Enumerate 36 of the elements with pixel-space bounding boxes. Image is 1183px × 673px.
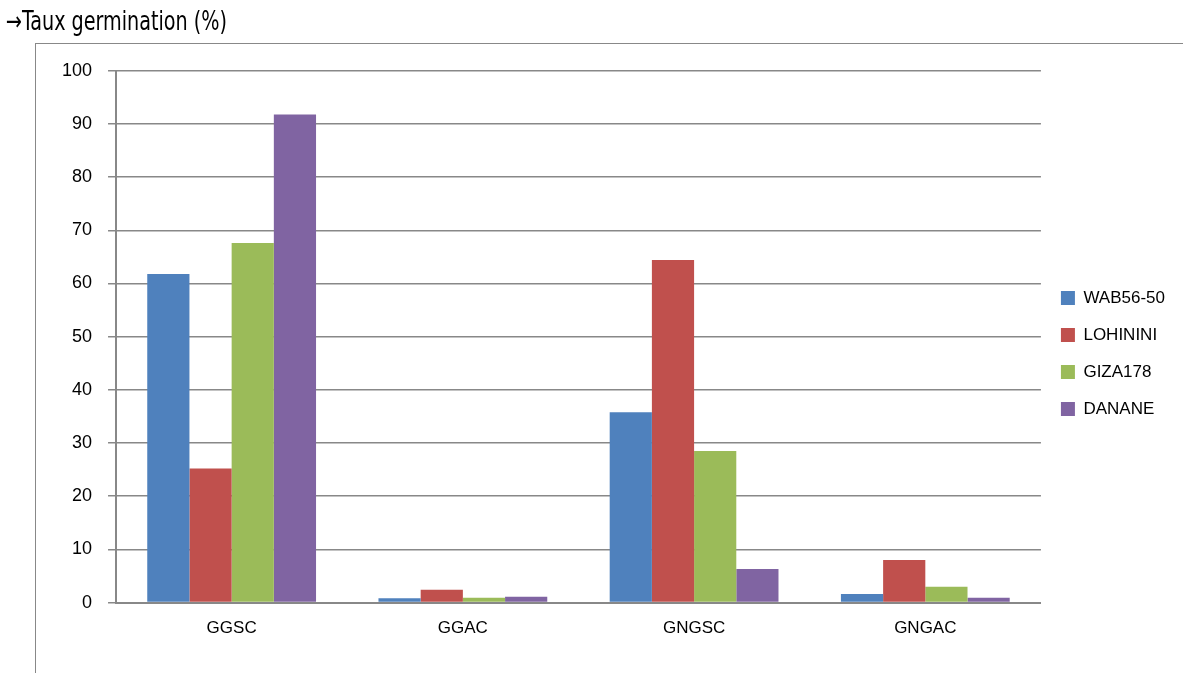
legend-label: DANANE [1083, 398, 1155, 418]
bar [189, 468, 232, 602]
y-tick-label: 60 [72, 272, 93, 293]
y-tick-label: 90 [72, 112, 93, 133]
legend-label: GIZA178 [1083, 361, 1152, 381]
bar [231, 243, 274, 602]
y-tick-label: 30 [72, 432, 93, 453]
bar [378, 598, 421, 602]
x-tick-label: GGSC [206, 618, 257, 638]
y-tick-label: 100 [61, 59, 93, 80]
legend-label: WAB56-50 [1083, 287, 1166, 307]
bar [609, 412, 652, 602]
bar [651, 260, 695, 602]
bar [736, 569, 779, 602]
bar [462, 597, 506, 602]
x-tick-label: GNGSC [662, 618, 726, 638]
y-tick-label: 10 [72, 538, 93, 559]
bar [967, 597, 1010, 602]
y-tick-label: 0 [82, 591, 93, 612]
bar [925, 586, 968, 602]
y-tick-label: 20 [72, 485, 93, 506]
bar [420, 589, 463, 602]
bar [505, 596, 548, 602]
x-tick-label: GGAC [437, 618, 488, 638]
y-axis-title: →Taux germination (%) [6, 6, 228, 36]
y-tick-label: 70 [72, 219, 93, 240]
y-tick-label: 50 [72, 325, 93, 346]
bar [694, 451, 737, 602]
bar [883, 560, 926, 602]
bar [840, 594, 884, 602]
legend-label: LOHININI [1083, 324, 1158, 344]
bar [273, 114, 317, 602]
bar [147, 273, 190, 602]
y-tick-label: 80 [72, 166, 93, 187]
x-tick-label: GNGAC [894, 618, 957, 638]
y-tick-label: 40 [72, 378, 93, 399]
